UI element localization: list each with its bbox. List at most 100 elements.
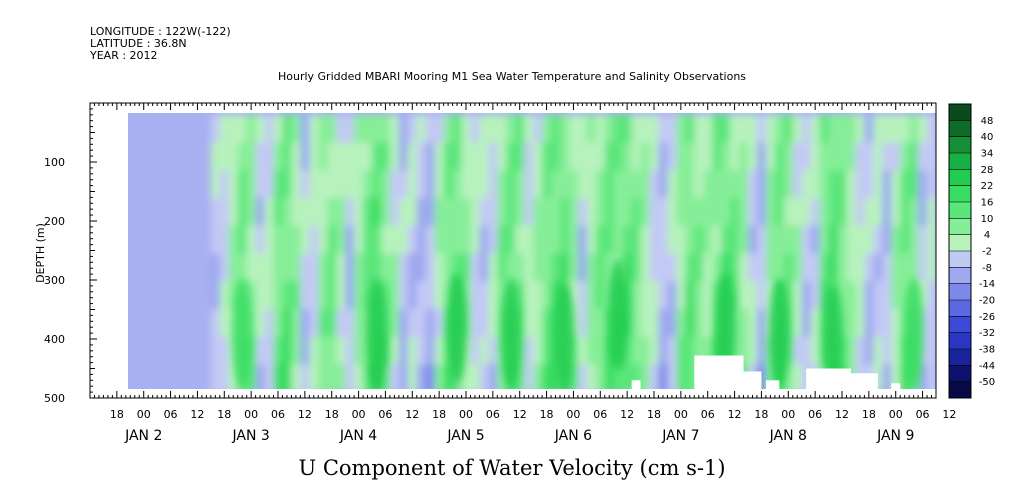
heatmap-cell: [810, 281, 821, 310]
heatmap-cell: [586, 197, 597, 227]
heatmap-cell: [434, 170, 445, 199]
heatmap-cell: [801, 336, 812, 365]
heatmap-cell: [855, 308, 865, 338]
heatmap-cell: [443, 170, 454, 199]
heatmap-cell: [210, 253, 221, 282]
missing-data-region: [694, 355, 744, 389]
heatmap-cell: [873, 253, 883, 282]
heatmap-cell: [407, 336, 418, 365]
heatmap-cell: [255, 225, 266, 255]
missing-data-regions: [631, 355, 901, 389]
heatmap-cell: [622, 170, 633, 199]
heatmap-cell: [882, 308, 892, 338]
heatmap-cell: [237, 170, 248, 199]
heatmap-cell: [416, 170, 427, 199]
heatmap-cell: [855, 114, 865, 144]
heatmap-cell: [748, 225, 758, 255]
heatmap-cell: [219, 364, 230, 389]
colorbar-swatch: [949, 332, 971, 350]
heatmap-cell: [783, 114, 794, 144]
heatmap-cell: [228, 142, 239, 171]
heatmap-cell: [533, 364, 543, 389]
heatmap-cell: [219, 253, 230, 282]
heatmap-cell: [300, 197, 310, 227]
heatmap-cell: [336, 253, 346, 282]
heatmap-cell: [774, 170, 785, 199]
heatmap-cell: [210, 336, 221, 365]
heatmap-cell: [452, 253, 463, 282]
heatmap-cell: [380, 197, 391, 227]
heatmap-cell: [739, 114, 749, 144]
heatmap-cell: [336, 364, 346, 389]
heatmap-cell: [685, 308, 695, 338]
heatmap-cell: [318, 142, 328, 171]
heatmap-cell: [363, 364, 373, 389]
heatmap-blob: [903, 278, 924, 389]
heatmap-cell: [425, 336, 436, 365]
heatmap-cell: [461, 197, 472, 227]
heatmap-cell: [273, 364, 284, 389]
heatmap-cell: [407, 170, 418, 199]
colorbar-label: -8: [982, 263, 992, 274]
x-tick-label: 18: [862, 408, 876, 421]
x-tick-label: 12: [728, 408, 742, 421]
day-label: JAN 6: [554, 428, 592, 444]
heatmap-cell: [425, 281, 436, 310]
heatmap-cell: [765, 142, 776, 171]
heatmap-cell: [604, 142, 615, 171]
heatmap-cell: [819, 197, 830, 227]
heatmap-cell: [282, 225, 293, 255]
heatmap-cell: [389, 336, 400, 365]
heatmap-cell: [730, 114, 740, 144]
heatmap-cell: [497, 281, 507, 310]
heatmap-cell: [703, 114, 713, 144]
heatmap-cell: [542, 170, 552, 199]
heatmap-cell: [345, 281, 355, 310]
heatmap-cell: [613, 114, 624, 144]
heatmap-cell: [685, 142, 695, 171]
x-tick-label: 00: [459, 408, 473, 421]
heatmap-cell: [927, 142, 936, 171]
heatmap-cell: [783, 197, 794, 227]
heatmap-cell: [470, 253, 481, 282]
heatmap-cell: [264, 170, 275, 199]
x-tick-label: 00: [566, 408, 580, 421]
heatmap-cell: [810, 142, 821, 171]
heatmap-cell: [703, 253, 713, 282]
x-tick-label: 06: [271, 408, 285, 421]
heatmap-blob: [232, 278, 253, 389]
heatmap-cell: [873, 170, 883, 199]
heatmap-cell: [604, 170, 615, 199]
heatmap-cell: [515, 253, 525, 282]
heatmap-cell: [613, 364, 624, 389]
heatmap-cell: [479, 364, 489, 389]
heatmap-cell: [792, 170, 803, 199]
heatmap-cell: [631, 225, 642, 255]
heatmap-cell: [577, 170, 588, 199]
heatmap-cell: [336, 336, 346, 365]
heatmap-cell: [354, 253, 364, 282]
heatmap-cell: [497, 225, 507, 255]
heatmap-cell: [380, 253, 391, 282]
heatmap-cell: [810, 253, 821, 282]
heatmap-cell: [228, 281, 239, 310]
heatmap-cell: [434, 225, 445, 255]
heatmap-cell: [282, 197, 293, 227]
colorbar-swatch: [949, 365, 971, 383]
heatmap-cell: [255, 281, 266, 310]
heatmap-cell: [443, 364, 454, 389]
heatmap-cell: [649, 308, 660, 338]
longitude-label: LONGITUDE : 122W(-122): [90, 25, 231, 38]
heatmap-cell: [703, 308, 713, 338]
heatmap-cell: [318, 336, 328, 365]
heatmap-cell: [819, 281, 830, 310]
heatmap-cell: [712, 197, 722, 227]
x-axis: 18 00 06 12 18 00 06 12 18 00 06 12 18 00 06 12 18 00 06 12…: [89, 391, 956, 421]
heatmap-cell: [882, 225, 892, 255]
heatmap-cell: [461, 253, 472, 282]
heatmap-cell: [345, 364, 355, 389]
heatmap-cell: [560, 142, 570, 171]
heatmap-cell: [452, 170, 463, 199]
heatmap-cell: [506, 142, 516, 171]
heatmap-cell: [479, 281, 489, 310]
